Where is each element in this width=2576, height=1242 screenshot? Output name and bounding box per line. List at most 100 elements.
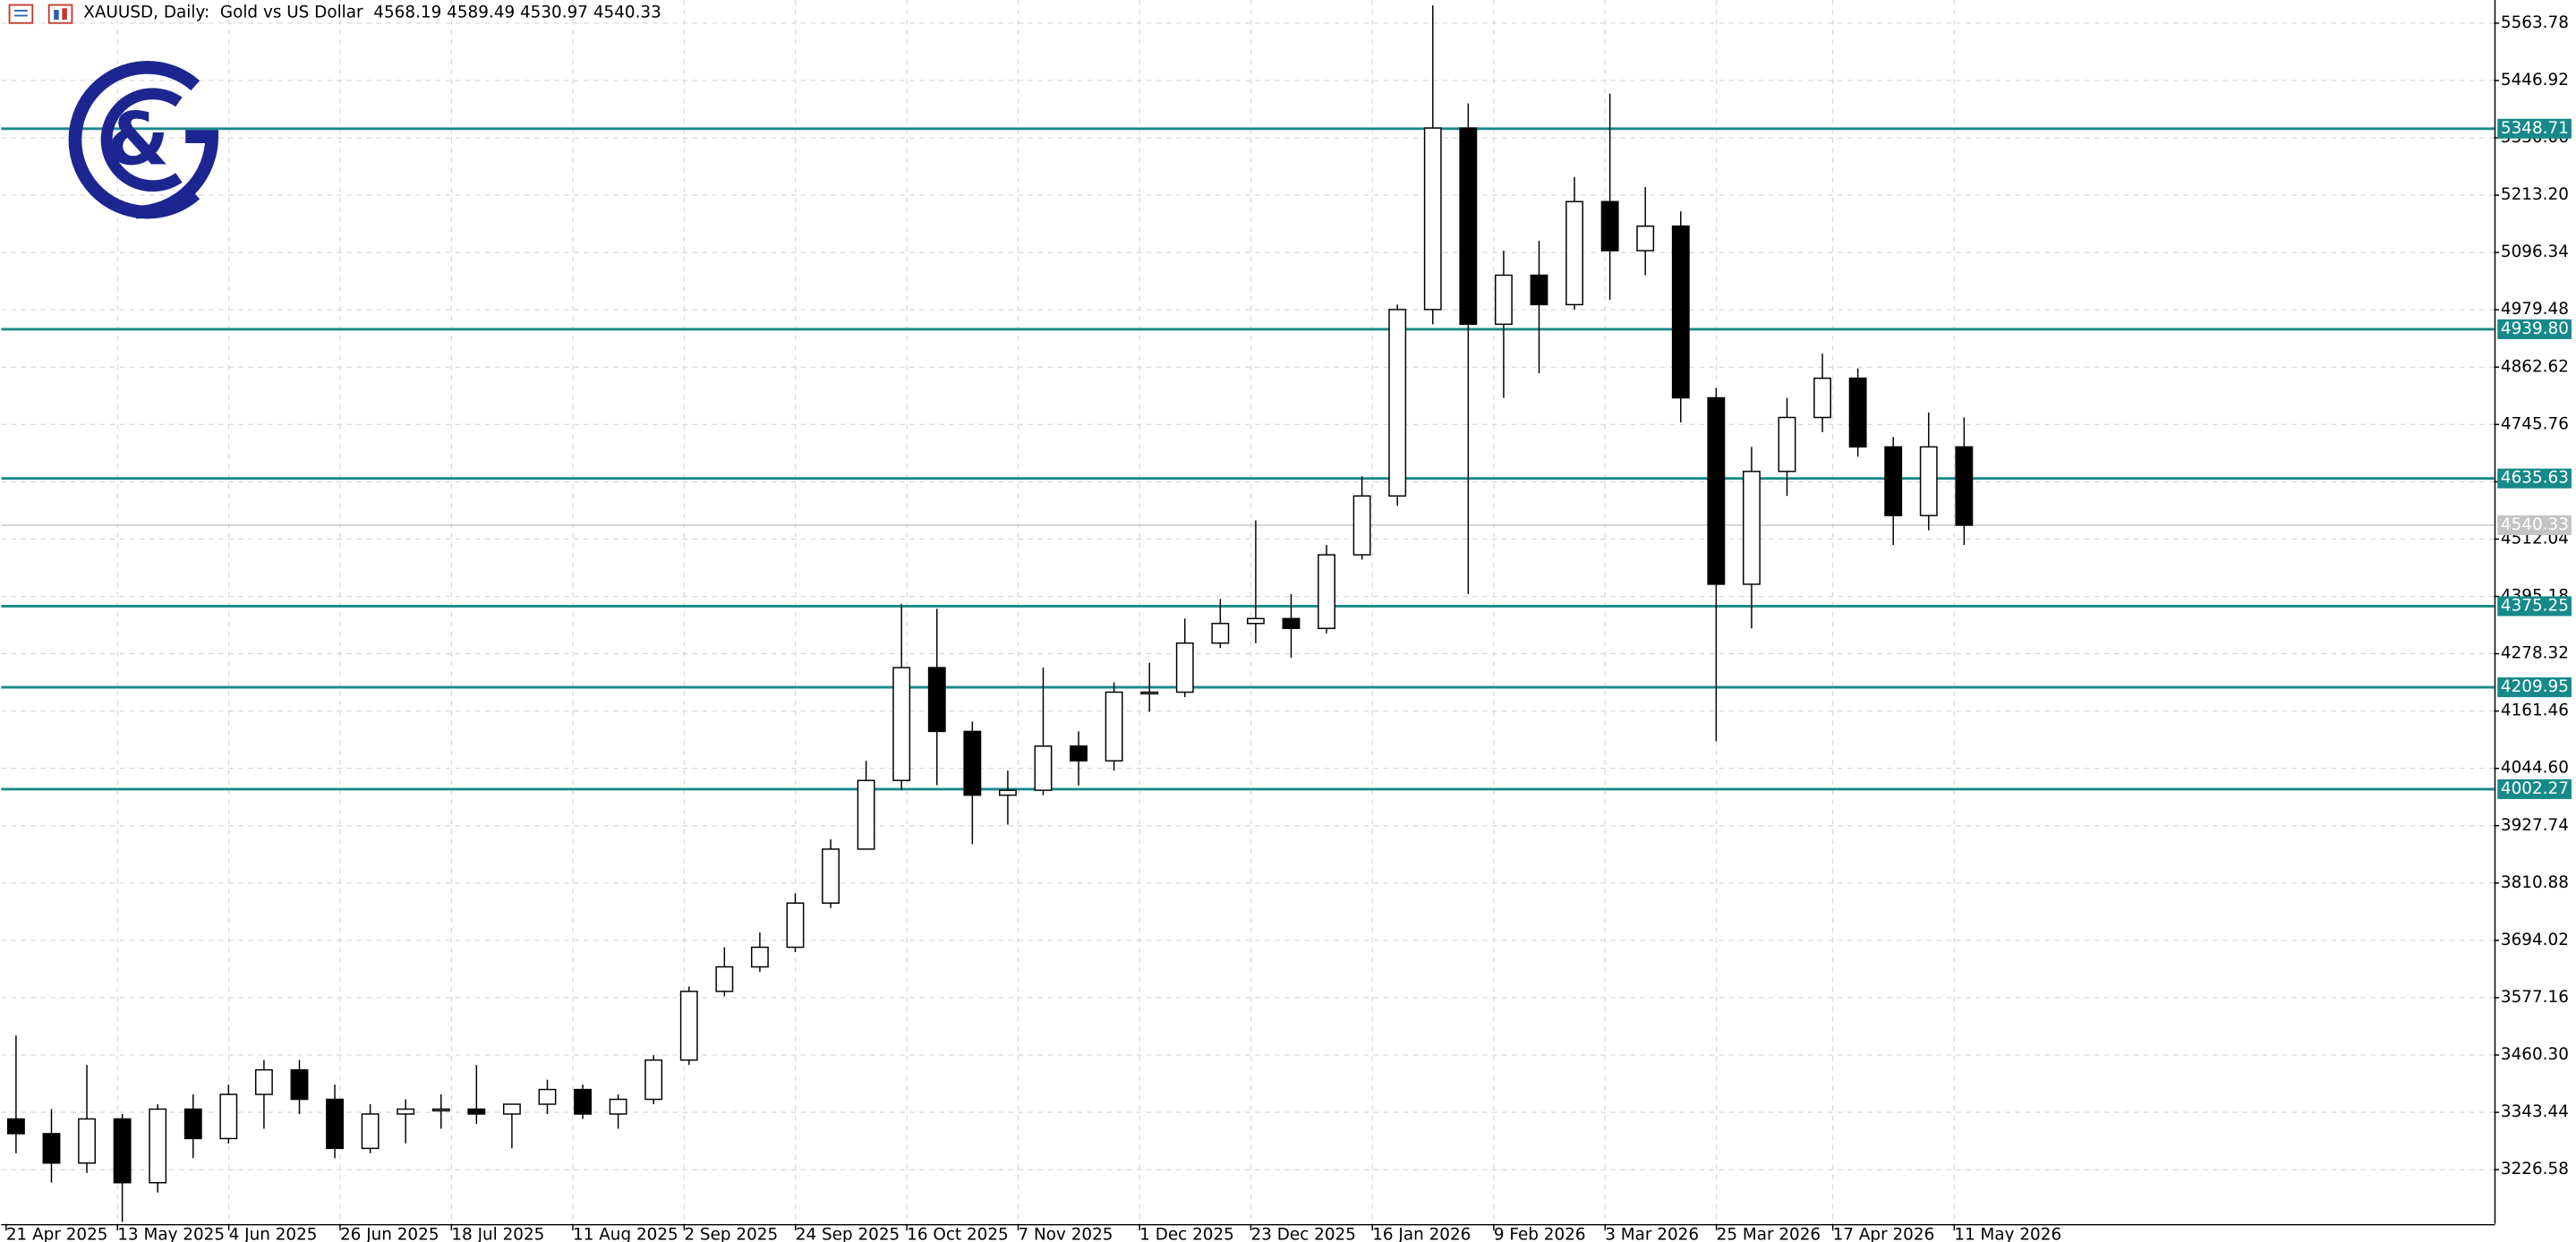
x-tick-label: 21 Apr 2025	[6, 1226, 108, 1242]
icon	[47, 4, 73, 24]
price-tag	[2497, 468, 2572, 489]
y-tick-label: 3343.44	[2501, 1102, 2569, 1121]
candle-body	[1388, 309, 1407, 497]
candle-body	[1246, 617, 1265, 625]
x-tick-label: 16 Oct 2025	[907, 1226, 1009, 1242]
x-tick-label: 9 Feb 2026	[1494, 1226, 1586, 1242]
level-tags: 5348.71 4939.80 4635.63 4375.25 4209.95 4002.…	[2497, 118, 2572, 799]
y-tick-label: 4979.48	[2501, 300, 2569, 319]
last-open: 4568.19	[373, 4, 441, 22]
price-tag-label: 4939.80	[2501, 319, 2569, 338]
candle-body	[326, 1098, 344, 1150]
candle-body	[1600, 200, 1619, 251]
y-tick-label: 4862.62	[2501, 357, 2569, 376]
x-tick-label: 3 Mar 2026	[1605, 1226, 1699, 1242]
candle-body	[1813, 377, 1831, 419]
candle-body	[1211, 623, 1230, 644]
x-tick-label: 11 Aug 2025	[573, 1226, 678, 1242]
icon	[8, 4, 34, 24]
y-tick-label: 3226.58	[2501, 1160, 2569, 1178]
candle-body	[679, 991, 698, 1061]
x-tick-label: 1 Dec 2025	[1139, 1226, 1234, 1242]
candle-body	[1175, 642, 1194, 693]
icon	[62, 8, 67, 21]
price-tag	[2497, 319, 2572, 339]
candle-body	[609, 1098, 627, 1115]
candle-body	[1671, 225, 1690, 399]
y-tick-label: 3577.16	[2501, 988, 2569, 1007]
grid	[1, 0, 2495, 1224]
header: XAUUSD, Daily: Gold vs US Dollar 4568.19…	[83, 4, 661, 22]
y-tick-label: 5213.20	[2501, 185, 2569, 204]
candle-body	[1034, 745, 1053, 791]
y-tick-label: 3460.30	[2501, 1045, 2569, 1064]
y-tick-label: 5563.78	[2501, 13, 2569, 32]
chart-title: XAUUSD, Daily: Gold vs US Dollar	[83, 4, 363, 22]
candle-body	[644, 1059, 663, 1101]
candle-body	[1636, 225, 1655, 251]
candle-body	[1459, 127, 1478, 326]
candle-body	[1494, 274, 1513, 326]
x-tick-label: 7 Nov 2025	[1019, 1226, 1113, 1242]
logo-arc	[135, 130, 219, 219]
price-tag-label: 5348.71	[2501, 119, 2569, 138]
logo-arc	[100, 88, 183, 192]
candle-body	[42, 1133, 61, 1164]
price-tag-label: 4540.33	[2501, 515, 2569, 534]
x-tick-label: 26 Jun 2025	[340, 1226, 439, 1242]
last-close: 4540.33	[593, 4, 661, 22]
y-tick-label: 4161.46	[2501, 702, 2569, 720]
y-tick-label: 4278.32	[2501, 644, 2569, 663]
candle-body	[1352, 495, 1371, 556]
candle-body	[183, 1108, 202, 1140]
candle-body	[750, 946, 769, 968]
candle-body	[963, 730, 982, 796]
candle-body	[78, 1118, 96, 1164]
candle-body	[1565, 200, 1583, 306]
candle-body	[786, 902, 805, 949]
candle-body	[467, 1108, 486, 1115]
candle-body	[219, 1093, 238, 1140]
candle-body	[1919, 446, 1938, 516]
last-low: 4530.97	[520, 4, 588, 22]
y-tick-label: 4745.76	[2501, 414, 2569, 433]
price-tag-label: 4209.95	[2501, 677, 2569, 696]
candle-body	[6, 1118, 25, 1135]
price-tag-label: 4635.63	[2501, 469, 2569, 488]
toolbar-icons	[8, 4, 73, 24]
candle-body	[113, 1118, 132, 1184]
x-tick-label: 25 Mar 2026	[1717, 1226, 1821, 1242]
candle-body	[927, 667, 946, 733]
x-tick-label: 23 Dec 2025	[1251, 1226, 1356, 1242]
candle-body	[1070, 745, 1088, 762]
candle-body	[1282, 617, 1301, 629]
candle-body	[290, 1068, 309, 1101]
candle-body	[1742, 471, 1761, 585]
candle-body	[1530, 274, 1548, 306]
candle-body	[857, 779, 875, 850]
logo: &	[68, 61, 219, 219]
price-tag	[2497, 118, 2572, 139]
y-tick-label: 3927.74	[2501, 816, 2569, 835]
icon	[54, 10, 59, 21]
x-tick-label: 13 May 2025	[117, 1226, 225, 1242]
y-tick-label: 5446.92	[2501, 71, 2569, 89]
candle-body	[1848, 377, 1867, 448]
x-tick-label: 16 Jan 2026	[1372, 1226, 1471, 1242]
candle-body	[502, 1103, 521, 1115]
x-tick-label: 11 May 2026	[1954, 1226, 2061, 1242]
price-tag	[2497, 596, 2572, 617]
candle-body	[538, 1088, 557, 1105]
x-tick-label: 17 Apr 2026	[1833, 1226, 1935, 1242]
candle-body	[998, 789, 1017, 796]
candle-body	[1140, 691, 1159, 695]
last-high: 4589.49	[447, 4, 515, 22]
y-tick-label: 3810.88	[2501, 873, 2569, 892]
candle-body	[149, 1108, 167, 1184]
candle-body	[574, 1088, 592, 1115]
x-tick-label: 4 Jun 2025	[229, 1226, 318, 1242]
x-tick-label: 18 Jul 2025	[451, 1226, 544, 1242]
logo-ampersand: &	[107, 98, 170, 183]
price-tag	[2497, 515, 2572, 535]
